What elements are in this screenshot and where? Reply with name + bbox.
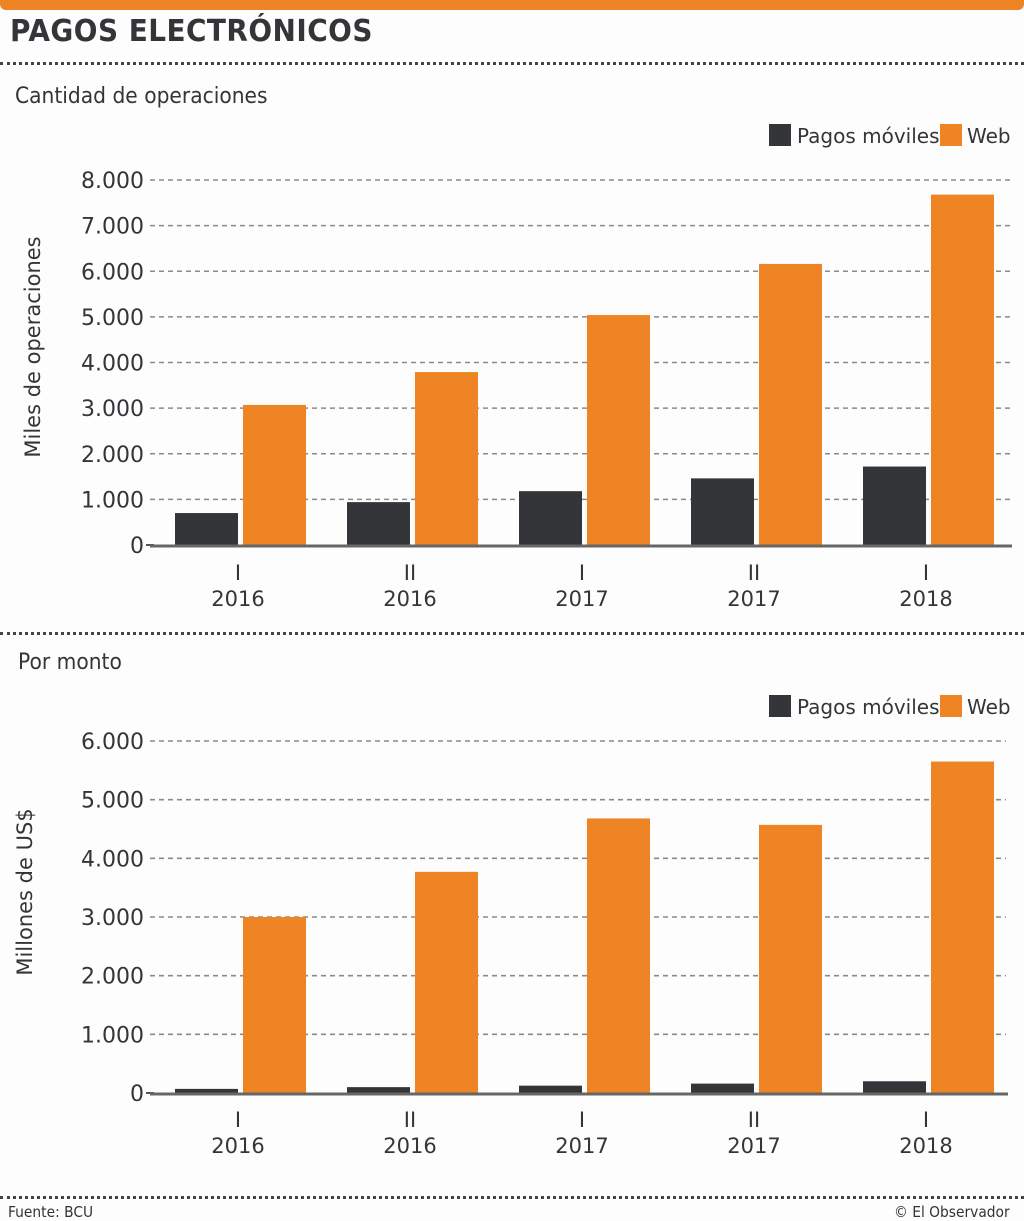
- x-tick-period: I: [579, 1108, 585, 1132]
- x-tick-year: 2017: [555, 587, 608, 611]
- x-tick-year: 2017: [555, 1134, 608, 1158]
- legend-label-web: Web: [967, 695, 1011, 719]
- y-tick-label: 2.000: [81, 965, 144, 990]
- bar-web-0: [243, 917, 306, 1093]
- x-tick-year: 2016: [211, 1134, 264, 1158]
- bar-pagos-moviles-1: [347, 502, 410, 545]
- y-tick-label: 6.000: [81, 730, 144, 755]
- y-tick-label: 2.000: [81, 443, 144, 468]
- bar-web-1: [415, 871, 478, 1093]
- bar-web-0: [243, 404, 306, 545]
- chart-1-title: Cantidad de operaciones: [15, 84, 268, 109]
- bar-web-2: [587, 315, 650, 545]
- bar-pagos-moviles-3: [691, 478, 754, 545]
- x-tick-period: I: [579, 561, 585, 585]
- x-tick-period: I: [923, 1108, 929, 1132]
- x-tick-year: 2018: [899, 587, 952, 611]
- y-tick-label: 1.000: [81, 1023, 144, 1048]
- bar-pagos-moviles-0: [175, 1088, 238, 1093]
- x-tick-year: 2017: [727, 1134, 780, 1158]
- x-tick-period: I: [923, 561, 929, 585]
- page-title: PAGOS ELECTRÓNICOS: [10, 14, 373, 49]
- x-tick-year: 2017: [727, 587, 780, 611]
- x-tick-year: 2016: [211, 587, 264, 611]
- bar-pagos-moviles-3: [691, 1083, 754, 1093]
- y-axis-label: Miles de operaciones: [21, 236, 45, 457]
- divider: [0, 1196, 1024, 1199]
- legend-swatch-pagos-moviles: [769, 124, 791, 146]
- y-tick-label: 0: [130, 534, 144, 559]
- top-accent-bar: [0, 0, 1024, 10]
- x-tick-period: II: [404, 561, 416, 585]
- bar-pagos-moviles-2: [519, 491, 582, 545]
- legend-swatch-web: [940, 695, 962, 717]
- x-tick-period: II: [748, 1108, 760, 1132]
- y-tick-label: 7.000: [81, 215, 144, 240]
- chart-2-title: Por monto: [18, 650, 122, 675]
- divider: [0, 62, 1024, 65]
- bar-pagos-moviles-2: [519, 1085, 582, 1093]
- legend-label-pagos-moviles: Pagos móviles: [797, 695, 940, 719]
- y-tick-label: 4.000: [81, 352, 144, 377]
- bar-pagos-moviles-1: [347, 1087, 410, 1093]
- x-tick-period: I: [235, 1108, 241, 1132]
- x-tick-year: 2018: [899, 1134, 952, 1158]
- bar-pagos-moviles-4: [863, 466, 926, 545]
- legend-swatch-pagos-moviles: [769, 695, 791, 717]
- x-tick-year: 2016: [383, 1134, 436, 1158]
- x-tick-period: I: [235, 561, 241, 585]
- bar-pagos-moviles-0: [175, 513, 238, 545]
- y-tick-label: 8.000: [81, 169, 144, 194]
- bar-web-4: [931, 761, 994, 1093]
- bar-web-2: [587, 818, 650, 1093]
- y-tick-label: 4.000: [81, 847, 144, 872]
- y-tick-label: 0: [130, 1082, 144, 1107]
- bar-web-3: [759, 263, 822, 545]
- x-tick-year: 2016: [383, 587, 436, 611]
- x-tick-period: II: [748, 561, 760, 585]
- y-axis-label: Millones de US$: [13, 808, 37, 975]
- y-tick-label: 3.000: [81, 906, 144, 931]
- y-tick-label: 6.000: [81, 260, 144, 285]
- chart-operaciones: 0 1.000 2.000 3.000 4.000 5.000 6.000 7.000 8.00…: [21, 124, 1012, 611]
- credit-note: © El Observador: [894, 1203, 1010, 1221]
- divider: [0, 632, 1024, 635]
- x-tick-period: II: [404, 1108, 416, 1132]
- y-tick-label: 3.000: [81, 397, 144, 422]
- legend-swatch-web: [940, 124, 962, 146]
- source-note: Fuente: BCU: [8, 1203, 94, 1221]
- legend-label-pagos-moviles: Pagos móviles: [797, 124, 940, 148]
- legend-label-web: Web: [967, 124, 1011, 148]
- y-tick-label: 5.000: [81, 789, 144, 814]
- y-tick-label: 5.000: [81, 306, 144, 331]
- bar-web-1: [415, 372, 478, 545]
- bar-web-4: [931, 194, 994, 545]
- bar-web-3: [759, 824, 822, 1093]
- bar-pagos-moviles-4: [863, 1081, 926, 1093]
- y-tick-label: 1.000: [81, 488, 144, 513]
